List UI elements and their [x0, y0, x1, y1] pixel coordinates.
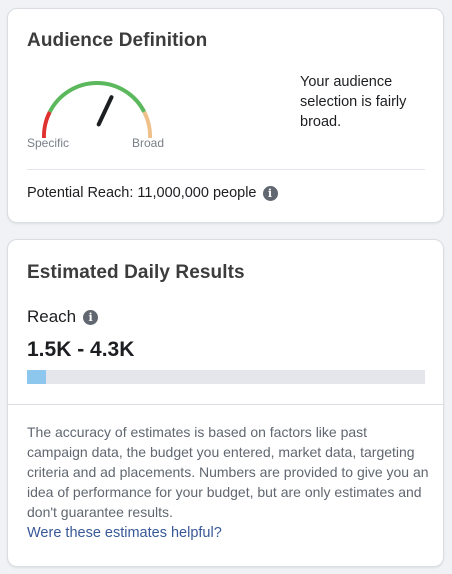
- reach-label: Reach: [27, 307, 77, 326]
- reach-label-row: Reach i: [27, 307, 99, 327]
- potential-reach-row: Potential Reach: 11,000,000 people i: [27, 185, 278, 201]
- audience-gauge: [27, 68, 162, 158]
- estimated-daily-results-title: Estimated Daily Results: [27, 262, 245, 283]
- reach-progress-fill: [27, 370, 47, 384]
- audience-description: Your audience selection is fairly broad.: [300, 74, 407, 130]
- reach-progress-bar: [27, 370, 425, 384]
- gauge-label-broad: Broad: [132, 136, 165, 150]
- gauge-arc-broad: [142, 111, 152, 138]
- estimates-helpful-link[interactable]: Were these estimates helpful?: [27, 525, 222, 541]
- estimated-daily-results-card: Estimated Daily Results Reach i 1.5K - 4…: [7, 239, 444, 567]
- estimates-disclaimer: The accuracy of estimates is based on fa…: [27, 424, 429, 520]
- gauge-needle: [96, 95, 114, 127]
- divider: [8, 404, 443, 405]
- reach-range-value: 1.5K - 4.3K: [27, 338, 135, 361]
- info-icon[interactable]: i: [83, 309, 99, 325]
- potential-reach-text: Potential Reach: 11,000,000 people: [27, 185, 257, 201]
- gauge-dial-icon: [42, 81, 152, 138]
- gauge-label-specific: Specific: [27, 136, 70, 150]
- divider: [27, 169, 425, 170]
- audience-definition-card: Audience Definition Specific Broad Your …: [7, 8, 444, 223]
- gauge-arc-specific: [42, 111, 52, 138]
- audience-definition-title: Audience Definition: [27, 30, 208, 51]
- gauge-arc-middle: [47, 81, 147, 113]
- info-icon[interactable]: i: [262, 185, 278, 201]
